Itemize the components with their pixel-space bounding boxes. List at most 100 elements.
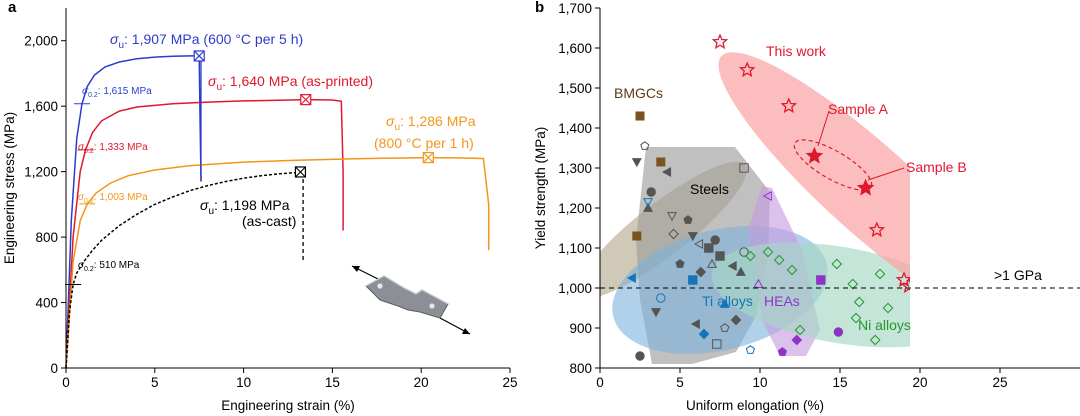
x-tick-label: 15 xyxy=(325,375,340,390)
point-steels xyxy=(642,202,654,212)
point-sample-a xyxy=(805,146,824,164)
panel-a-label: a xyxy=(8,0,17,16)
point-steels xyxy=(715,251,725,261)
annotation-sy-cast: σ0.2: 510 MPa xyxy=(78,260,140,273)
point-this-work xyxy=(780,97,798,114)
region-this-work xyxy=(718,52,910,328)
y-tick-label: 1,600 xyxy=(24,99,58,114)
x-tick-label: 5 xyxy=(676,375,684,390)
tensile-specimen-illustration xyxy=(351,265,471,335)
specimen-hole-right xyxy=(429,303,435,309)
point-this-work xyxy=(711,33,729,50)
point-steels xyxy=(730,314,742,326)
y-tick-label: 1,700 xyxy=(558,1,592,16)
point-steels xyxy=(687,232,698,242)
point-this-work xyxy=(900,277,910,294)
annotation-su-print: σu: 1,640 MPa (as-printed) xyxy=(208,73,373,93)
y-tick-label: 800 xyxy=(35,230,58,245)
x-tick-label: 0 xyxy=(596,375,604,390)
point-steels xyxy=(683,215,693,224)
point-ti-alloys xyxy=(719,298,730,308)
point-steels xyxy=(650,308,662,318)
panel-a-ylabel: Engineering stress (MPa) xyxy=(2,112,17,264)
point-steels xyxy=(693,238,704,250)
annotation-su-cast: σu: 1,198 MPa xyxy=(200,197,290,217)
marker-cross xyxy=(422,152,434,163)
label-heas: HEAs xyxy=(764,293,800,309)
specimen-highlight xyxy=(365,275,449,305)
x-tick-label: 5 xyxy=(151,375,159,390)
point-steels xyxy=(661,166,672,178)
panel-a-plot-area xyxy=(65,50,490,369)
point-steels xyxy=(712,339,722,349)
point-steels xyxy=(739,163,749,173)
point-ni-alloys xyxy=(786,264,798,276)
point-steels xyxy=(720,323,730,332)
point-ti-alloys xyxy=(642,198,654,208)
panel-b-label: b xyxy=(535,0,544,16)
y-tick-label: 900 xyxy=(569,321,592,336)
point-steels xyxy=(666,212,678,222)
y-tick-label: 1,400 xyxy=(558,121,592,136)
point-steels xyxy=(631,158,642,168)
y-tick-label: 2,000 xyxy=(24,34,58,49)
label-steels: Steels xyxy=(690,181,729,197)
point-bmgcs xyxy=(656,157,666,167)
panel-a-stress-strain: a 0 5 10 15 20 25 0 400 800 1,200 1,600 2,000 Engin… xyxy=(2,0,518,413)
x-tick-label: 20 xyxy=(912,375,927,390)
panel-b-yield-vs-elongation: b 0 5 10 15 20 25 800 900 1,000 1,100 1,200 1,300 1,… xyxy=(533,0,1080,413)
point-ti-alloys xyxy=(698,328,710,340)
label-this-work: This work xyxy=(766,43,827,59)
point-heas xyxy=(791,334,803,346)
marker-cross xyxy=(193,50,205,62)
y-tick-label: 1,100 xyxy=(558,241,592,256)
point-steels xyxy=(695,266,707,278)
point-steels xyxy=(704,243,714,253)
marker-cross xyxy=(300,94,312,106)
point-steels xyxy=(710,235,720,245)
marker-cross xyxy=(295,166,306,178)
panel-b-xlabel: Uniform elongation (%) xyxy=(686,398,824,413)
point-steels xyxy=(735,266,746,276)
point-steels xyxy=(727,260,737,272)
annotation-su-600: σu: 1,907 MPa (600 °C per 5 h) xyxy=(110,31,303,51)
x-tick-label: 15 xyxy=(832,375,847,390)
y-tick-label: 0 xyxy=(50,361,58,376)
y-tick-label: 800 xyxy=(569,361,592,376)
label-ti-alloys: Ti alloys xyxy=(702,293,753,309)
point-ti-alloys xyxy=(626,272,636,284)
leader-sample-b xyxy=(867,167,905,181)
point-ni-alloys xyxy=(745,250,756,262)
label-ni-alloys: Ni alloys xyxy=(858,317,911,333)
x-tick-label: 25 xyxy=(502,375,517,390)
panel-a-axes: 0 5 10 15 20 25 0 400 800 1,200 1,600 2,000 xyxy=(24,8,518,390)
point-this-work xyxy=(868,221,886,238)
annotation-sy-600: σ0.2: 1,615 MPa xyxy=(82,86,152,99)
arrowhead-left-icon xyxy=(352,266,360,272)
point-steels xyxy=(668,228,679,240)
point-ni-alloys xyxy=(850,312,862,324)
annotation-sy-800: σ0.2: 1,003 MPa xyxy=(78,192,148,205)
x-tick-label: 10 xyxy=(236,375,251,390)
ultimate-marker-3 xyxy=(294,166,307,178)
x-tick-label: 25 xyxy=(992,375,1007,390)
panel-b-points xyxy=(626,33,910,361)
panel-b-axes: 0 5 10 15 20 25 800 900 1,000 1,100 1,200 1,300 1,40… xyxy=(558,1,1080,390)
point-ni-alloys xyxy=(882,302,894,314)
label-threshold: >1 GPa xyxy=(994,267,1042,283)
point-ti-alloys xyxy=(745,345,755,354)
point-bmgcs xyxy=(635,111,645,121)
point-ti-alloys xyxy=(688,275,698,285)
point-ni-alloys xyxy=(853,296,865,308)
point-ni-alloys xyxy=(874,268,886,280)
annotation-su-800: σu: 1,286 MPa xyxy=(386,113,476,133)
point-steels xyxy=(739,247,749,257)
point-ni-alloys xyxy=(773,254,785,266)
point-heas xyxy=(753,278,764,288)
point-sample-b xyxy=(856,178,875,196)
point-heas xyxy=(777,347,787,356)
point-steels xyxy=(690,318,700,330)
y-tick-label: 1,300 xyxy=(558,161,592,176)
point-steels xyxy=(640,141,650,150)
